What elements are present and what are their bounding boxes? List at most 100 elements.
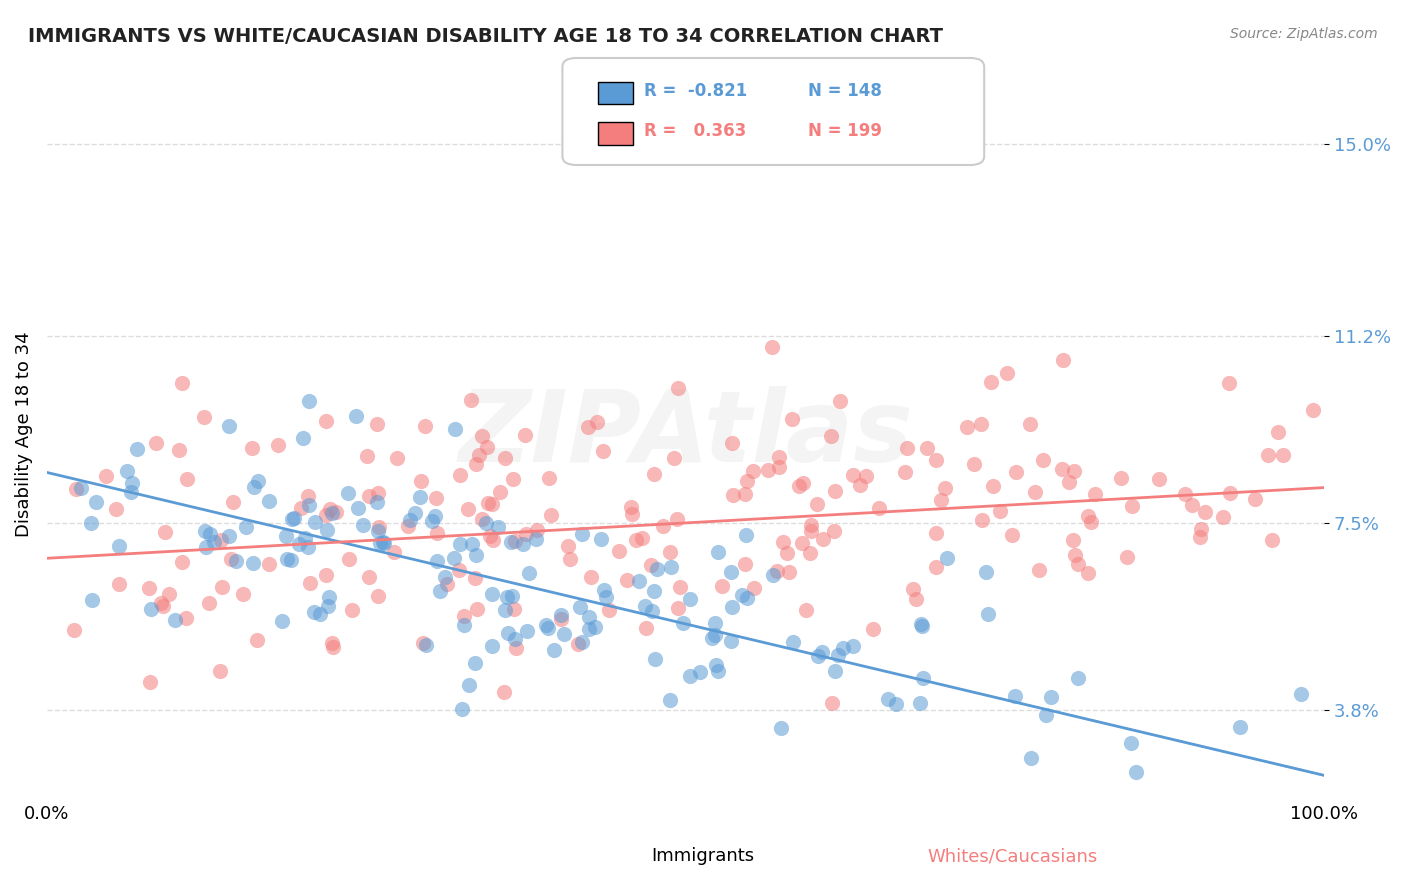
Point: [434, 570, 457, 584]
Point: [1019, 751, 1042, 765]
Point: [304, 515, 326, 529]
Point: [1032, 452, 1054, 467]
Point: [246, 474, 269, 488]
Point: [862, 622, 884, 636]
Point: [824, 664, 846, 678]
Point: [396, 519, 419, 533]
Point: [731, 588, 754, 602]
Point: [735, 591, 758, 606]
Point: [225, 554, 247, 568]
Point: [475, 516, 498, 530]
Point: [662, 451, 685, 466]
Point: [200, 526, 222, 541]
Point: [868, 501, 890, 516]
Point: [810, 645, 832, 659]
Point: [409, 490, 432, 504]
Point: [534, 618, 557, 632]
Point: [689, 665, 711, 680]
Point: [721, 488, 744, 502]
Point: [734, 557, 756, 571]
Point: [503, 534, 526, 549]
Point: [659, 693, 682, 707]
Point: [337, 486, 360, 500]
Point: [453, 608, 475, 623]
Point: [571, 635, 593, 649]
Point: [517, 566, 540, 580]
Point: [1019, 417, 1042, 431]
Point: [451, 702, 474, 716]
Point: [512, 537, 534, 551]
Point: [412, 636, 434, 650]
Point: [1062, 533, 1084, 547]
Point: [1174, 487, 1197, 501]
Point: [734, 486, 756, 500]
Point: [80, 593, 103, 607]
Point: [325, 505, 347, 519]
Point: [910, 616, 932, 631]
Point: [524, 533, 547, 547]
Point: [426, 553, 449, 567]
Point: [315, 567, 337, 582]
Point: [145, 436, 167, 450]
Point: [481, 498, 503, 512]
Point: [848, 478, 870, 492]
Point: [794, 602, 817, 616]
Point: [644, 651, 666, 665]
Point: [1050, 462, 1073, 476]
Point: [598, 602, 620, 616]
Point: [170, 376, 193, 390]
Point: [465, 602, 488, 616]
Point: [901, 582, 924, 596]
Point: [896, 441, 918, 455]
Text: N = 199: N = 199: [808, 122, 883, 140]
Point: [1077, 566, 1099, 580]
Point: [486, 520, 509, 534]
Point: [679, 668, 702, 682]
Point: [586, 415, 609, 429]
Point: [569, 600, 592, 615]
Point: [768, 459, 790, 474]
Point: [352, 518, 374, 533]
Point: [457, 678, 479, 692]
Point: [465, 548, 488, 562]
Point: [592, 582, 614, 597]
Point: [287, 537, 309, 551]
Point: [1121, 499, 1143, 513]
Point: [538, 471, 561, 485]
Point: [209, 664, 232, 678]
Point: [139, 601, 162, 615]
Point: [707, 664, 730, 678]
Point: [315, 414, 337, 428]
Point: [832, 640, 855, 655]
Point: [63, 624, 86, 638]
Point: [631, 531, 654, 545]
Point: [373, 536, 395, 550]
Point: [84, 494, 107, 508]
Point: [481, 587, 503, 601]
Point: [669, 580, 692, 594]
Point: [735, 475, 758, 489]
Point: [240, 441, 263, 455]
Point: [464, 571, 486, 585]
Point: [505, 640, 527, 655]
Point: [790, 535, 813, 549]
Point: [368, 536, 391, 550]
Text: R =  -0.821: R = -0.821: [644, 82, 747, 100]
Point: [444, 422, 467, 436]
Point: [503, 602, 526, 616]
Point: [257, 558, 280, 572]
Point: [1067, 671, 1090, 685]
Point: [246, 632, 269, 647]
Point: [550, 607, 572, 622]
Point: [157, 587, 180, 601]
Point: [449, 468, 471, 483]
Point: [977, 607, 1000, 621]
Point: [125, 442, 148, 456]
Point: [270, 614, 292, 628]
Point: [367, 589, 389, 603]
Point: [413, 418, 436, 433]
Point: [592, 444, 614, 458]
Point: [1267, 425, 1289, 439]
Point: [1001, 528, 1024, 542]
Point: [679, 591, 702, 606]
